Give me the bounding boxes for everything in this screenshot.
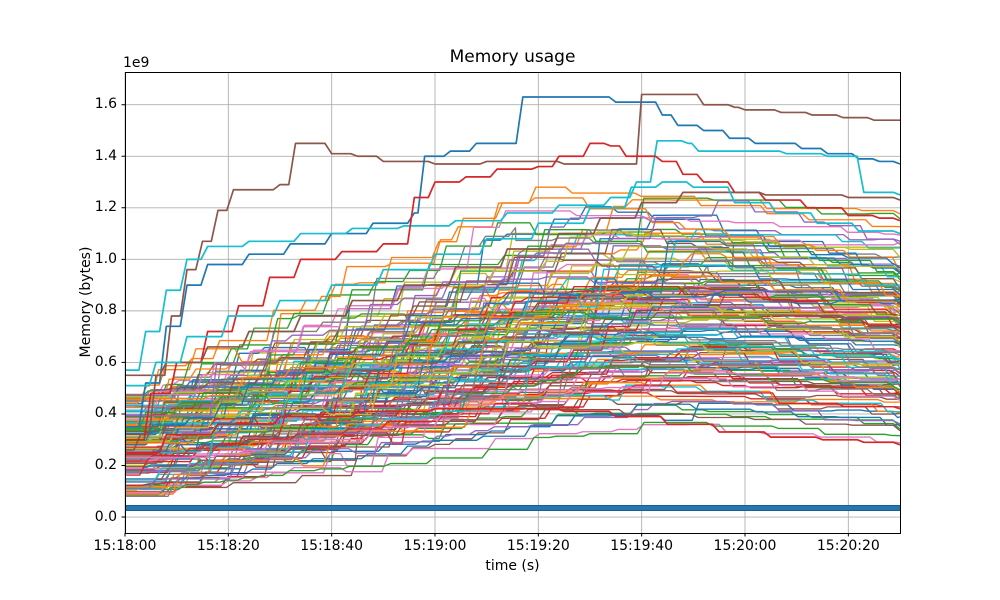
x-axis-label: time (s) xyxy=(485,558,540,574)
y-tick-label: 0.4 xyxy=(94,405,117,422)
y-tick-label: 0.8 xyxy=(94,302,117,319)
y-tick-label: 1.0 xyxy=(94,250,117,267)
x-tick-label: 15:20:00 xyxy=(713,538,777,554)
y-tick-label: 0.2 xyxy=(94,456,117,473)
y-tick-label: 1.4 xyxy=(94,147,117,164)
chart-title: Memory usage xyxy=(449,47,576,67)
y-tick-label: 0.6 xyxy=(94,353,117,370)
x-tick-label: 15:19:20 xyxy=(506,538,570,554)
x-tick-label: 15:18:40 xyxy=(300,538,364,554)
y-axis-offset-text: 1e9 xyxy=(123,55,150,71)
y-tick-label: 1.6 xyxy=(94,96,117,113)
y-tick-label: 1.2 xyxy=(94,199,117,216)
x-tick-label: 15:18:20 xyxy=(196,538,260,554)
y-tick-label: 0.0 xyxy=(94,508,117,525)
x-tick-label: 15:18:00 xyxy=(93,538,157,554)
x-tick-label: 15:19:00 xyxy=(403,538,467,554)
x-tick-label: 15:19:40 xyxy=(610,538,674,554)
x-tick-label: 15:20:20 xyxy=(816,538,880,554)
